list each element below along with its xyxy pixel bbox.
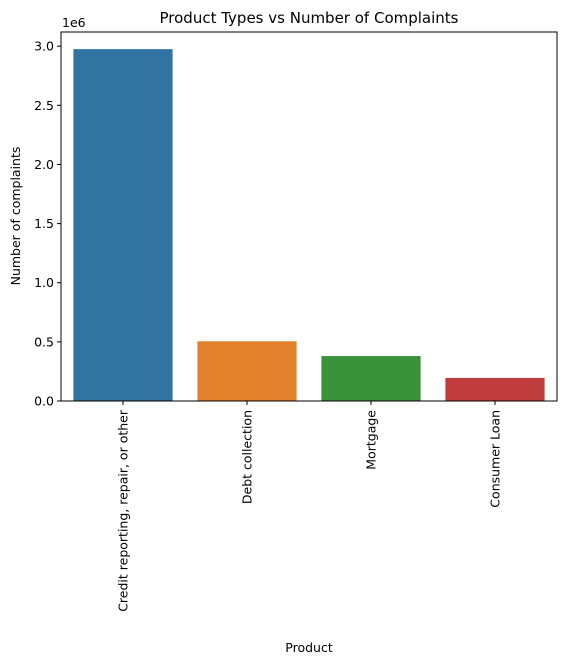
x-axis-label: Product bbox=[285, 640, 333, 655]
y-tick-label-2: 1.0 bbox=[34, 275, 54, 290]
y-axis-label: Number of complaints bbox=[8, 147, 23, 286]
y-axis-offset-label: 1e6 bbox=[62, 15, 86, 30]
y-tick-label-4: 2.0 bbox=[34, 157, 54, 172]
x-ticks-group: Credit reporting, repair, or other Debt c… bbox=[116, 401, 503, 612]
bars-group bbox=[73, 49, 545, 401]
x-tick-label-3: Consumer Loan bbox=[488, 410, 503, 508]
y-tick-label-3: 1.5 bbox=[34, 216, 54, 231]
plot-frame bbox=[60, 31, 558, 402]
bar-0 bbox=[73, 49, 173, 401]
chart-title: Product Types vs Number of Complaints bbox=[160, 9, 459, 27]
bar-3 bbox=[445, 377, 545, 401]
bar-2 bbox=[321, 356, 421, 401]
x-tick-label-1: Debt collection bbox=[240, 410, 255, 504]
y-tick-label-5: 2.5 bbox=[34, 98, 54, 113]
x-tick-label-0: Credit reporting, repair, or other bbox=[116, 409, 131, 612]
bar-1 bbox=[197, 341, 297, 401]
y-ticks-group: 0.0 0.5 1.0 1.5 2.0 2.5 3.0 bbox=[34, 39, 61, 409]
y-tick-label-1: 0.5 bbox=[34, 334, 54, 349]
y-tick-label-0: 0.0 bbox=[34, 394, 54, 409]
x-tick-label-2: Mortgage bbox=[364, 410, 379, 470]
y-tick-label-6: 3.0 bbox=[34, 39, 54, 54]
